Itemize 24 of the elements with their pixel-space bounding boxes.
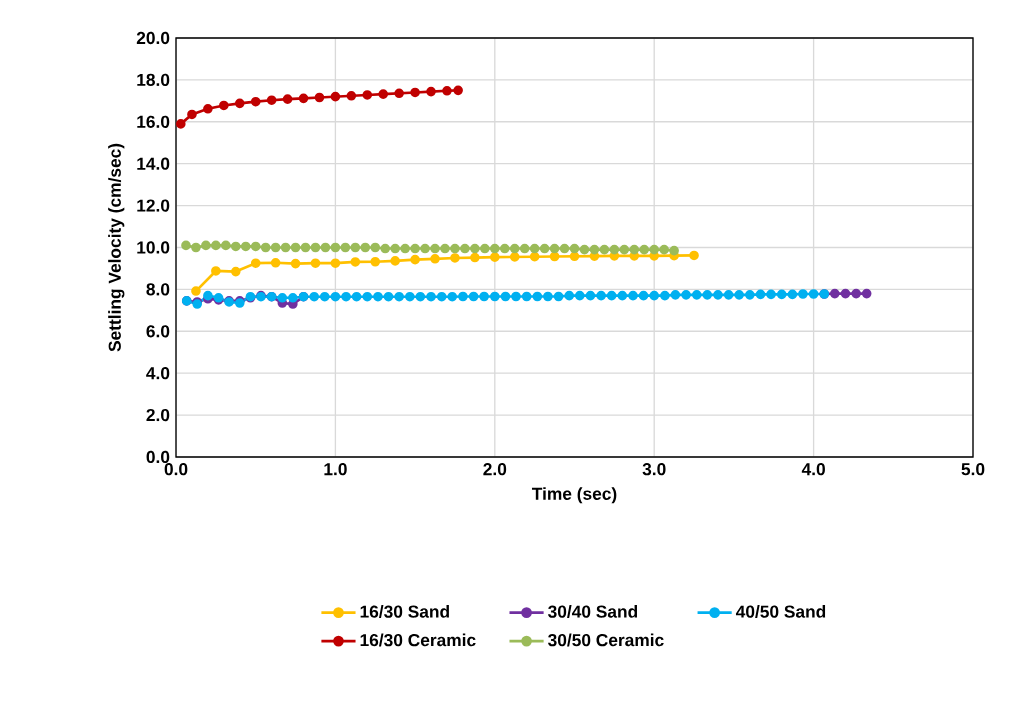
y-tick-label: 20.0: [136, 31, 170, 45]
x-tick-label: 2.0: [483, 463, 507, 476]
y-tick-label: 0.0: [146, 450, 170, 464]
y-tick-label: 4.0: [146, 367, 170, 380]
y-tick-label: 12.0: [137, 199, 170, 212]
y-tick-label: 14.0: [137, 157, 170, 170]
legend-label: 30/50 Ceramic: [548, 633, 664, 647]
x-axis-title: Time (sec): [531, 487, 617, 504]
legend-label: 16/30 Ceramic: [360, 633, 476, 647]
x-tick-label: 1.0: [324, 463, 347, 476]
x-tick-label: 4.0: [801, 463, 825, 476]
y-axis-title: Settling Velocity (cm/sec): [108, 143, 125, 352]
x-tick-label: 3.0: [642, 463, 666, 476]
legend-label: 40/50 Sand: [735, 605, 826, 618]
y-tick-label: 18.0: [137, 73, 170, 87]
y-tick-label: 8.0: [146, 283, 170, 296]
x-tick-label: 0.0: [164, 463, 188, 476]
y-tick-label: 2.0: [146, 408, 170, 422]
legend-label: 30/40 Sand: [548, 605, 638, 618]
y-tick-label: 10.0: [137, 241, 170, 254]
x-tick-label: 5.0: [961, 463, 985, 476]
legend-label: 16/30 Sand: [360, 605, 449, 618]
y-tick-label: 16.0: [137, 115, 170, 128]
y-tick-label: 6.0: [146, 325, 170, 338]
